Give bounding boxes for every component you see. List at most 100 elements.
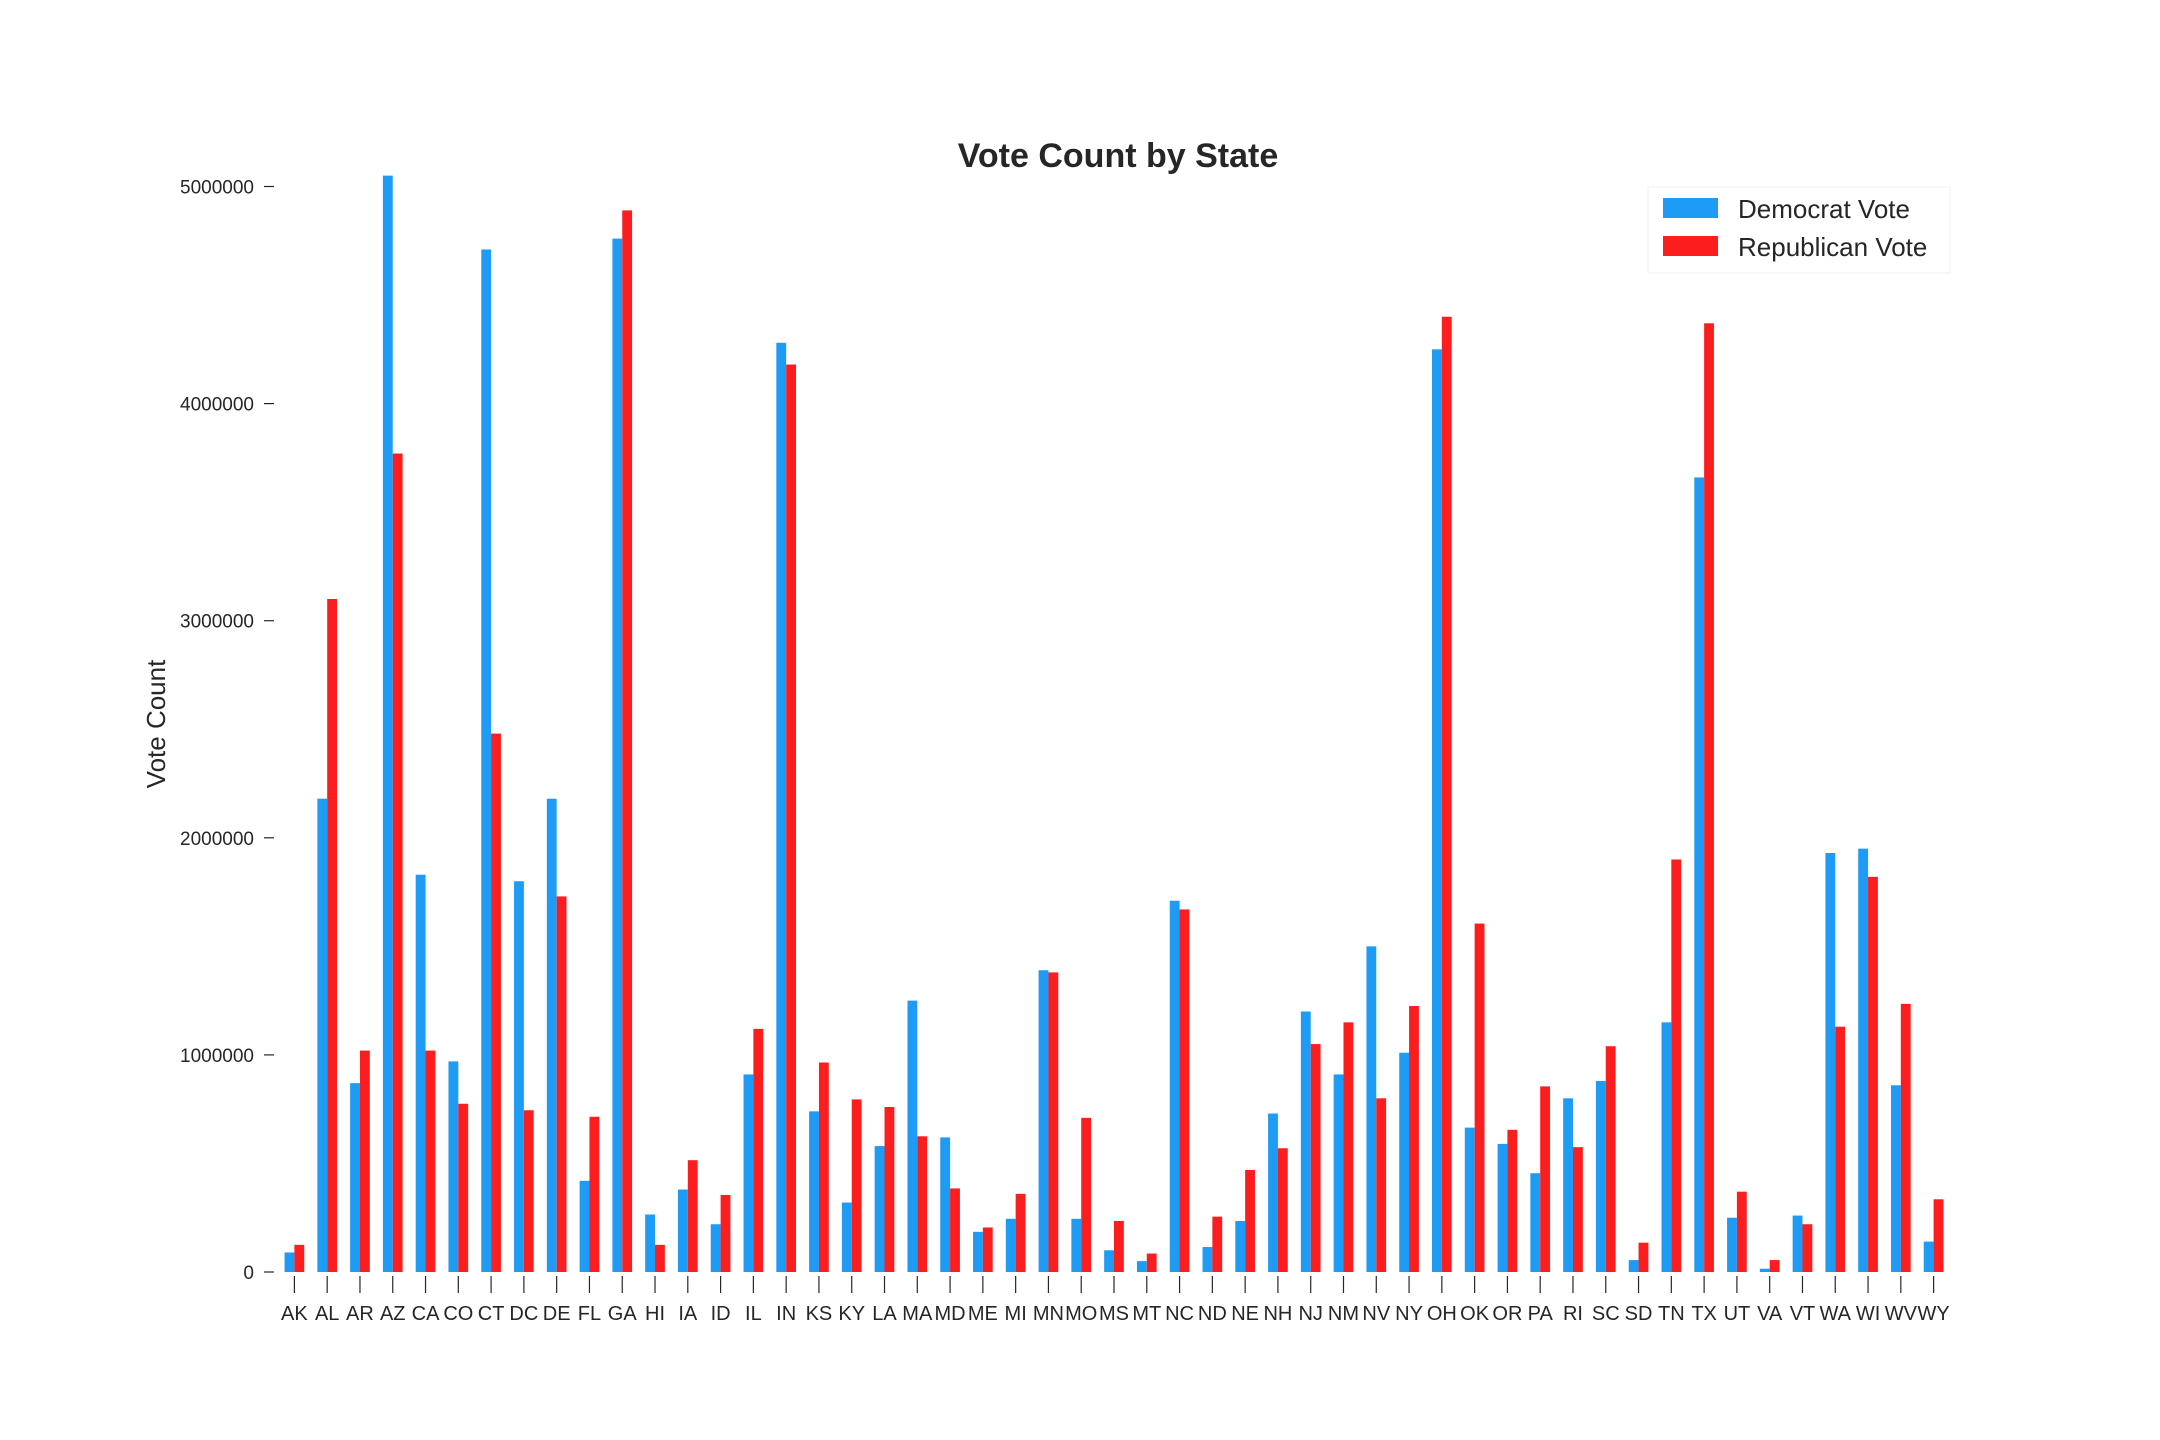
legend-swatch-democrat (1663, 198, 1718, 218)
bar-republican-ga (622, 210, 633, 1272)
bar-democrat-nc (1169, 900, 1180, 1272)
bar-republican-wy (1933, 1199, 1944, 1272)
x-tick-label-de: DE (543, 1303, 571, 1325)
bar-democrat-id (710, 1224, 721, 1272)
bar-democrat-fl (579, 1180, 590, 1272)
x-tick-label-tx: TX (1691, 1303, 1717, 1325)
x-tick-label-az: AZ (380, 1303, 406, 1325)
bar-republican-me (982, 1227, 993, 1272)
bar-democrat-nv (1366, 946, 1377, 1272)
x-tick-label-tn: TN (1658, 1303, 1685, 1325)
bar-republican-ia (687, 1160, 698, 1272)
legend: Democrat Vote Republican Vote (1647, 186, 1951, 274)
bar-republican-va (1769, 1260, 1780, 1272)
x-tick-label-wa: WA (1820, 1303, 1852, 1325)
bar-democrat-sd (1628, 1260, 1639, 1272)
bar-republican-la (884, 1107, 895, 1272)
bar-republican-nj (1310, 1044, 1321, 1272)
bar-republican-ms (1114, 1220, 1124, 1272)
bar-democrat-ne (1235, 1220, 1246, 1272)
x-tick-label-dc: DC (509, 1303, 538, 1325)
x-tick-label-sd: SD (1625, 1303, 1653, 1325)
x-tick-label-nc: NC (1165, 1303, 1194, 1325)
y-tick-label: 3000000 (180, 612, 254, 633)
y-axis: 0 1000000 2000000 3000000 4000000 5000000 (180, 178, 274, 1284)
bar-republican-ok (1474, 923, 1485, 1272)
x-tick-label-ri: RI (1563, 1303, 1583, 1325)
bar-republican-nh (1277, 1148, 1288, 1272)
x-tick-label-il: IL (745, 1303, 762, 1325)
bar-republican-pa (1540, 1086, 1551, 1272)
bar-democrat-ar (350, 1083, 360, 1272)
bar-democrat-ak (284, 1252, 295, 1272)
x-tick-label-co: CO (443, 1303, 473, 1325)
bar-republican-wa (1835, 1026, 1846, 1272)
bar-democrat-hi (645, 1214, 656, 1272)
bar-democrat-al (317, 798, 328, 1272)
x-tick-label-mn: MN (1033, 1303, 1064, 1325)
bar-democrat-ma (907, 1000, 918, 1273)
bar-republican-oh (1441, 316, 1452, 1272)
x-tick-label-ak: AK (281, 1303, 308, 1325)
bar-republican-nc (1179, 909, 1190, 1272)
bar-democrat-ok (1464, 1127, 1475, 1272)
x-tick-label-ia: IA (678, 1303, 698, 1325)
bar-democrat-nj (1300, 1011, 1311, 1272)
x-tick-label-ny: NY (1395, 1303, 1423, 1325)
bar-republican-il (753, 1028, 764, 1272)
bar-democrat-ct (481, 249, 492, 1272)
bar-democrat-tx (1694, 477, 1705, 1272)
x-tick-label-fl: FL (578, 1303, 601, 1325)
bar-democrat-nh (1268, 1113, 1278, 1272)
x-tick-label-in: IN (776, 1303, 796, 1325)
bar-republican-dc (523, 1110, 534, 1272)
x-tick-label-ne: NE (1231, 1303, 1259, 1325)
bar-democrat-il (743, 1074, 754, 1272)
bar-republican-in (786, 364, 796, 1272)
x-tick-label-mt: MT (1132, 1303, 1161, 1325)
bar-democrat-dc (514, 881, 524, 1272)
bar-democrat-oh (1432, 349, 1442, 1273)
bar-republican-vt (1802, 1224, 1813, 1272)
bar-republican-nv (1376, 1098, 1387, 1272)
x-tick-label-hi: HI (645, 1303, 665, 1325)
bar-democrat-ca (415, 874, 426, 1272)
bar-democrat-wa (1825, 853, 1836, 1272)
bar-democrat-va (1759, 1268, 1770, 1272)
y-tick-label: 4000000 (180, 395, 254, 416)
bar-democrat-wv (1890, 1085, 1901, 1272)
bar-democrat-vt (1792, 1215, 1803, 1272)
x-tick-label-sc: SC (1592, 1303, 1620, 1325)
bar-republican-co (458, 1103, 469, 1272)
x-tick-label-ut: UT (1724, 1303, 1751, 1325)
bar-republican-tn (1671, 859, 1682, 1272)
x-tick-label-wy: WY (1917, 1303, 1949, 1325)
bar-republican-ny (1409, 1006, 1419, 1272)
bar-republican-id (720, 1194, 731, 1272)
x-tick-label-ky: KY (838, 1303, 865, 1325)
x-tick-label-al: AL (315, 1303, 339, 1325)
x-tick-label-ms: MS (1099, 1303, 1129, 1325)
legend-label-democrat: Democrat Vote (1738, 194, 1910, 224)
x-tick-label-vt: VT (1790, 1303, 1816, 1325)
x-tick-label-id: ID (711, 1303, 731, 1325)
legend-swatch-republican (1663, 236, 1718, 256)
bar-democrat-az (382, 175, 393, 1272)
bar-republican-ca (425, 1050, 436, 1272)
bar-republican-nm (1343, 1022, 1354, 1272)
bar-republican-ma (917, 1136, 928, 1272)
bar-democrat-ny (1399, 1052, 1410, 1272)
bar-republican-ks (818, 1062, 829, 1272)
bar-republican-mi (1015, 1193, 1026, 1272)
x-tick-label-wi: WI (1856, 1303, 1880, 1325)
x-axis: AK AL AR AZ CA CO CT DC DE FL GA HI IA ID IL IN KS KY LA MA… (281, 1276, 1950, 1325)
bar-republican-ne (1245, 1169, 1255, 1272)
bar-republican-wv (1900, 1003, 1911, 1272)
bar-democrat-mn (1038, 970, 1049, 1272)
bar-democrat-de (546, 798, 557, 1272)
x-tick-label-nj: NJ (1298, 1303, 1322, 1325)
bar-democrat-ga (612, 238, 623, 1273)
bar-democrat-md (940, 1137, 951, 1272)
bar-democrat-me (973, 1231, 983, 1272)
